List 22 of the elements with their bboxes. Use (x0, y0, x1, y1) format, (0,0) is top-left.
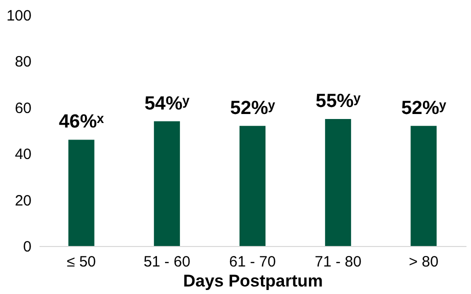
x-tick-label: 61 - 70 (229, 254, 276, 270)
bar (240, 126, 266, 246)
data-label: 46%ˣ (58, 112, 104, 133)
y-tick-label: 60 (14, 100, 32, 117)
y-tick-label: 40 (14, 146, 32, 164)
bar (410, 126, 437, 246)
data-label: 55%ʸ (316, 90, 361, 112)
bar (325, 118, 352, 246)
y-tick-label: 100 (6, 8, 32, 24)
y-tick-label: 20 (14, 192, 32, 210)
data-label: 52%ʸ (230, 98, 276, 119)
x-tick-label: 71 - 80 (314, 254, 362, 270)
x-tick-label: > 80 (408, 254, 438, 270)
x-axis-title: Days Postpartum (183, 272, 323, 290)
data-label: 52%ʸ (401, 98, 446, 119)
bar (154, 121, 180, 246)
bar (68, 140, 94, 246)
x-tick-label: ≤ 50 (66, 254, 96, 270)
x-tick-label: 51 - 60 (144, 254, 190, 270)
y-tick-label: 80 (14, 54, 32, 71)
data-label: 54%ʸ (144, 93, 190, 114)
y-tick-label: 0 (23, 238, 32, 256)
